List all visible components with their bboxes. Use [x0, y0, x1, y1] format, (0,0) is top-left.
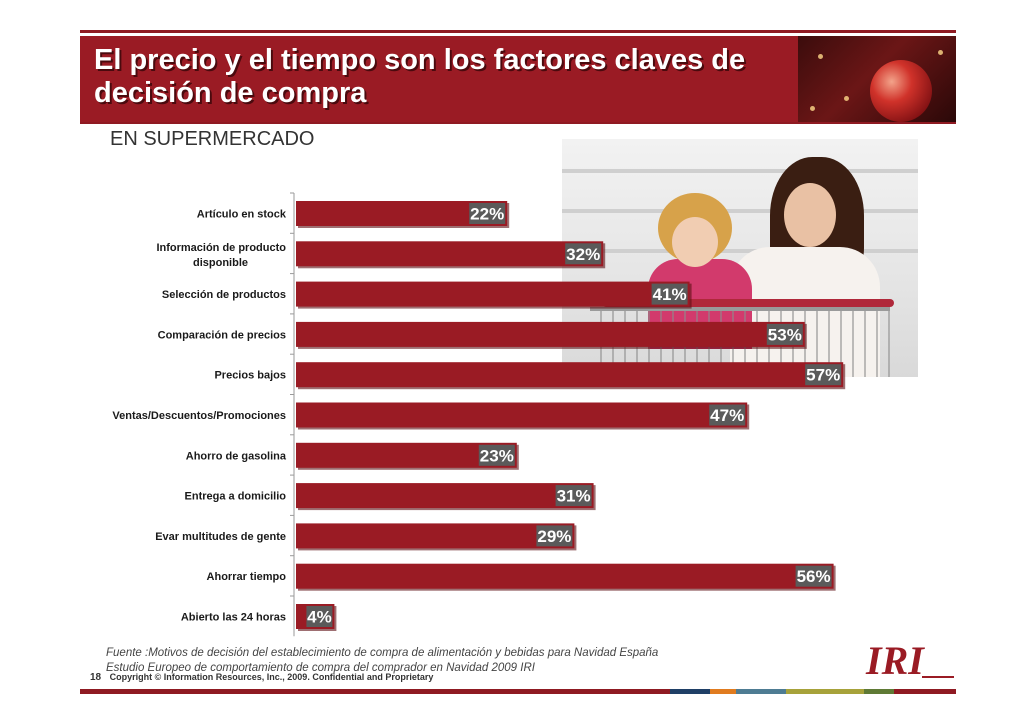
value-label-box: [709, 404, 746, 426]
value-label-box: [478, 444, 515, 466]
footer-stripe: [894, 689, 956, 694]
value-label: 32%: [566, 245, 600, 264]
category-label: Precios bajos: [214, 370, 286, 382]
value-label-box: [651, 283, 688, 305]
title-underline: [80, 122, 956, 124]
bar: [296, 241, 604, 267]
bar: [296, 281, 690, 307]
iri-logo: IRI: [865, 638, 954, 683]
footer-stripe: [670, 689, 710, 694]
light-dot: [810, 106, 815, 111]
christmas-ornament-image: [798, 36, 956, 122]
value-label-box: [555, 485, 592, 507]
shelf: [562, 249, 918, 253]
value-label: 22%: [470, 205, 504, 224]
value-label: 41%: [653, 285, 687, 304]
category-label: Ahorrar tiempo: [207, 571, 287, 583]
bar: [296, 321, 805, 347]
iri-logo-text: IRI: [865, 638, 925, 683]
slide-title: El precio y el tiempo son los factores c…: [94, 44, 746, 109]
footer-stripe: [736, 689, 786, 694]
source-note: Fuente :Motivos de decisión del establec…: [106, 646, 658, 676]
shelf: [562, 209, 918, 213]
light-dot: [938, 50, 943, 55]
category-label: Ahorro de gasolina: [186, 450, 287, 462]
logo-rule: [922, 676, 954, 678]
category-label: Entrega a domicilio: [185, 491, 287, 503]
bar: [296, 523, 575, 549]
ornament-ball-icon: [870, 60, 932, 122]
footer-stripe: [710, 689, 736, 694]
value-label-box: [306, 606, 333, 627]
top-rule: [80, 30, 956, 33]
footer-stripe: [864, 689, 894, 694]
category-label: Comparación de precios: [158, 329, 286, 341]
bar: [296, 362, 844, 388]
value-label: 4%: [307, 608, 332, 627]
page-number: 18: [90, 672, 102, 683]
value-label-box: [536, 525, 573, 547]
value-label-box: [565, 243, 602, 265]
bar: [296, 563, 834, 589]
source-line-1: Fuente :Motivos de decisión del establec…: [106, 647, 659, 659]
category-label: Selección de productos: [162, 289, 286, 301]
value-label: 57%: [806, 366, 840, 385]
value-label: 29%: [537, 527, 571, 546]
category-label: Artículo en stock: [197, 209, 287, 221]
category-label: Abierto las 24 horas: [181, 612, 286, 624]
chart-subtitle: EN SUPERMERCADO: [110, 128, 315, 150]
shelf: [562, 169, 918, 173]
source-line-2: Estudio Europeo de comportamiento de com…: [106, 662, 535, 674]
bottom-rule: [80, 689, 956, 694]
bar: [296, 483, 594, 509]
shopping-photo: [562, 139, 918, 377]
light-dot: [844, 96, 849, 101]
light-dot: [818, 54, 823, 59]
category-label: Ventas/Descuentos/Promociones: [112, 410, 286, 422]
value-label-box: [766, 323, 803, 345]
woman-face: [784, 183, 836, 247]
value-label: 47%: [710, 406, 744, 425]
category-label: Información de producto disponible: [156, 242, 286, 269]
bar: [296, 402, 748, 428]
title-band: [80, 36, 798, 122]
value-label-box: [795, 565, 832, 587]
value-label: 23%: [480, 446, 514, 465]
value-label: 31%: [557, 487, 591, 506]
cart-handle: [602, 299, 894, 307]
value-label: 56%: [797, 567, 831, 586]
value-label-box: [469, 203, 506, 224]
value-label-box: [805, 364, 842, 386]
copyright-text: Copyright © Information Resources, Inc.,…: [109, 672, 434, 682]
footer-stripe: [786, 689, 864, 694]
child-face: [672, 217, 718, 267]
value-label: 53%: [768, 325, 802, 344]
category-label: Evar multitudes de gente: [155, 531, 286, 543]
footer: 18 Copyright © Information Resources, In…: [90, 672, 433, 683]
